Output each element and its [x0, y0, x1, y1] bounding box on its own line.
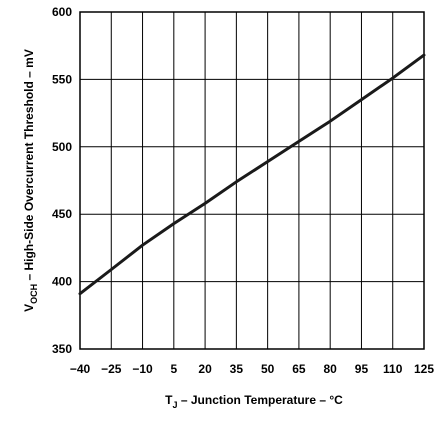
y-tick-labels: 350 400 450 500 550 600	[52, 5, 72, 356]
plot-frame	[79, 11, 425, 350]
y-tick-label: 600	[52, 5, 72, 19]
x-tick-label: 5	[170, 362, 177, 376]
x-tick-label: 80	[324, 362, 338, 376]
y-axis-title: VOCH – High-Side Overcurrent Threshold –…	[22, 49, 39, 312]
y-tick-label: 550	[52, 72, 72, 86]
x-tick-label: 50	[261, 362, 275, 376]
x-tick-label: 65	[292, 362, 306, 376]
x-axis-title-sub: J	[173, 400, 178, 410]
y-tick-label: 400	[52, 275, 72, 289]
y-tick-label: 450	[52, 207, 72, 221]
x-tick-label: −40	[70, 362, 91, 376]
series-line	[78, 53, 426, 296]
y-tick-label: 350	[52, 342, 72, 356]
x-tick-label: −25	[101, 362, 122, 376]
y-tick-label: 500	[52, 140, 72, 154]
x-tick-label: 35	[230, 362, 244, 376]
x-tick-labels: −40 −25 −10 5 20 35 50 65 80 95 110 125	[70, 362, 435, 376]
x-tick-label: 95	[355, 362, 369, 376]
grid	[79, 11, 425, 350]
x-axis-title-prefix: T	[165, 393, 173, 407]
x-tick-label: 110	[383, 362, 403, 376]
x-tick-label: 20	[198, 362, 212, 376]
y-axis-title-rest: – High-Side Overcurrent Threshold – mV	[22, 49, 36, 284]
x-axis-title: TJ – Junction Temperature – °C	[165, 393, 343, 410]
x-tick-label: 125	[414, 362, 434, 376]
y-axis-title-sub: OCH	[29, 284, 39, 304]
y-axis-title-prefix: V	[22, 304, 36, 312]
x-tick-label: −10	[132, 362, 153, 376]
x-axis-title-rest: – Junction Temperature – °C	[178, 393, 344, 407]
